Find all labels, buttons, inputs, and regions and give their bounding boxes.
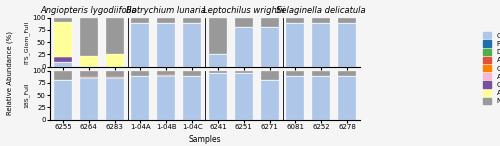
Bar bbox=[312, 71, 330, 77]
Bar bbox=[80, 77, 98, 78]
Bar bbox=[106, 18, 124, 54]
Bar bbox=[54, 71, 72, 80]
Bar bbox=[54, 57, 72, 62]
Bar bbox=[286, 77, 304, 120]
Bar bbox=[54, 62, 72, 67]
Bar bbox=[132, 77, 150, 120]
Bar bbox=[54, 22, 72, 57]
Text: Relative Abundance (%): Relative Abundance (%) bbox=[6, 31, 14, 115]
Bar bbox=[80, 18, 98, 56]
Legend: Glomeraceae, Paraglomeraceae, Diversisporaceae, Archaeosporaceae, Claroideoglomr: Glomeraceae, Paraglomeraceae, Diversispo… bbox=[482, 20, 500, 106]
Bar bbox=[183, 71, 201, 77]
Bar bbox=[80, 71, 98, 77]
Text: Leptochilus wrightii: Leptochilus wrightii bbox=[203, 6, 284, 15]
Bar bbox=[106, 71, 124, 77]
Bar bbox=[132, 23, 150, 67]
Text: Botrychium lunaria: Botrychium lunaria bbox=[126, 6, 206, 15]
Bar bbox=[54, 80, 72, 120]
Bar bbox=[157, 18, 176, 23]
Bar bbox=[209, 73, 227, 120]
Bar bbox=[106, 77, 124, 78]
Bar bbox=[80, 56, 98, 67]
Bar bbox=[338, 18, 356, 23]
Bar bbox=[286, 18, 304, 23]
Bar bbox=[157, 71, 176, 75]
Bar bbox=[312, 18, 330, 23]
Text: Angiopteris lygodiifolia: Angiopteris lygodiifolia bbox=[40, 6, 137, 15]
Bar bbox=[157, 75, 176, 77]
Y-axis label: 18S_Full: 18S_Full bbox=[24, 82, 30, 108]
Bar bbox=[132, 18, 150, 23]
Bar bbox=[183, 18, 201, 23]
Bar bbox=[338, 77, 356, 120]
Bar bbox=[106, 78, 124, 120]
Bar bbox=[183, 77, 201, 120]
Bar bbox=[286, 71, 304, 77]
Bar bbox=[209, 71, 227, 73]
Bar bbox=[132, 71, 150, 77]
Bar bbox=[260, 18, 278, 27]
Bar bbox=[234, 27, 253, 67]
Bar bbox=[80, 78, 98, 120]
Text: Selaginella delicatula: Selaginella delicatula bbox=[276, 6, 366, 15]
Bar bbox=[312, 23, 330, 67]
X-axis label: Samples: Samples bbox=[188, 135, 222, 144]
Bar bbox=[54, 18, 72, 22]
Bar bbox=[286, 23, 304, 67]
Bar bbox=[209, 18, 227, 54]
Bar bbox=[338, 23, 356, 67]
Bar bbox=[234, 73, 253, 120]
Bar bbox=[260, 71, 278, 80]
Bar bbox=[183, 23, 201, 67]
Bar bbox=[157, 77, 176, 120]
Bar bbox=[260, 27, 278, 67]
Bar bbox=[260, 80, 278, 120]
Bar bbox=[157, 23, 176, 67]
Y-axis label: ITS_Glom_Full: ITS_Glom_Full bbox=[24, 20, 30, 64]
Bar bbox=[209, 54, 227, 67]
Bar bbox=[338, 71, 356, 77]
Bar bbox=[234, 18, 253, 27]
Bar bbox=[234, 71, 253, 73]
Bar bbox=[312, 77, 330, 120]
Bar bbox=[106, 54, 124, 67]
